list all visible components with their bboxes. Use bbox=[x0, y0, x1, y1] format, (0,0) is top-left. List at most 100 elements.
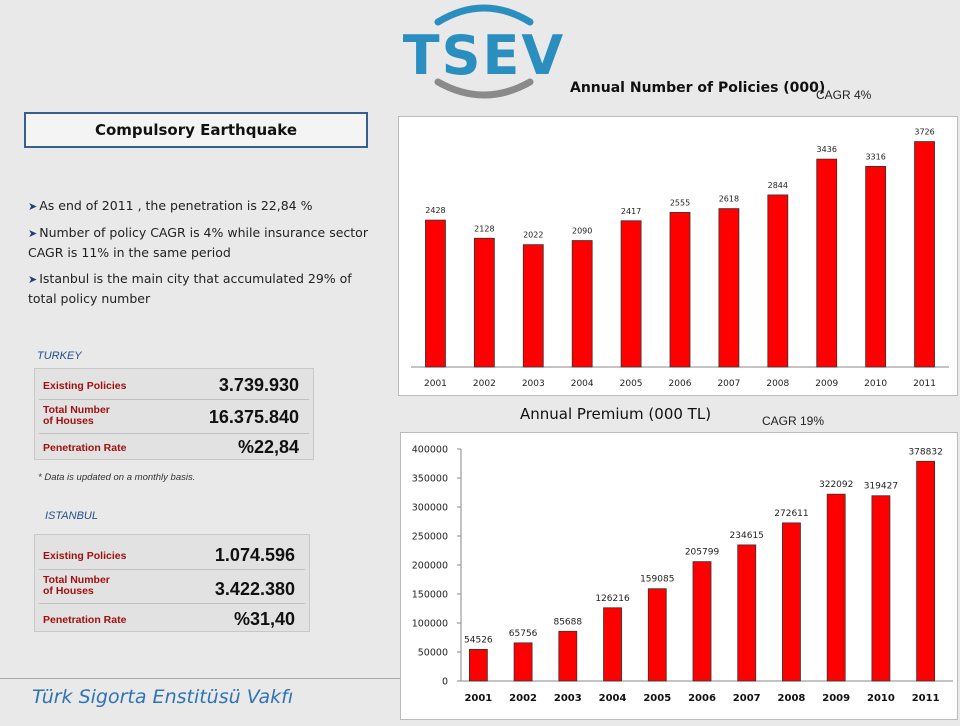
istanbul-label: ISTANBUL bbox=[45, 510, 98, 522]
bar-2003 bbox=[522, 244, 544, 368]
bullet-text: Istanbul is the main city that accumulat… bbox=[28, 271, 352, 306]
data-label: 205799 bbox=[685, 548, 720, 558]
x-tick-label: 2010 bbox=[867, 693, 895, 704]
x-tick-label: 2002 bbox=[509, 693, 537, 704]
x-tick-label: 2008 bbox=[766, 379, 789, 389]
x-tick-label: 2008 bbox=[778, 693, 806, 704]
policies-chart-svg: 2428 2001 2128 2002 2022 2003 2090 2004 2417 2005… bbox=[411, 128, 949, 389]
bar-2006 bbox=[669, 212, 691, 368]
x-tick-label: 2010 bbox=[864, 379, 887, 389]
stat-row: Penetration Rate %31,40 bbox=[35, 605, 309, 631]
x-tick-label: 2001 bbox=[424, 379, 447, 389]
y-tick-label: 100000 bbox=[412, 619, 448, 630]
x-tick-label: 2007 bbox=[717, 379, 740, 389]
chart1-cagr-annotation: CAGR 4% bbox=[816, 88, 872, 102]
footer-divider bbox=[0, 678, 400, 679]
logo-text: TSEV bbox=[403, 24, 565, 87]
x-tick-label: 2003 bbox=[522, 379, 545, 389]
turkey-stats-table: Existing Policies 3.739.930 Total Number… bbox=[34, 368, 314, 460]
x-tick-label: 2002 bbox=[473, 379, 496, 389]
bullet-item: ➤ Istanbul is the main city that accumula… bbox=[28, 269, 368, 308]
bar-2002 bbox=[473, 237, 495, 368]
bullet-list: ➤ As end of 2011 , the penetration is 22,… bbox=[28, 196, 368, 315]
stat-name: Penetration Rate bbox=[43, 442, 127, 454]
x-tick-label: 2001 bbox=[464, 693, 492, 704]
data-label: 159085 bbox=[640, 575, 674, 585]
data-label: 126216 bbox=[595, 594, 630, 604]
bar-2004 bbox=[603, 607, 622, 682]
data-label: 272611 bbox=[774, 509, 808, 519]
chart1-title: Annual Number of Policies (000) bbox=[570, 80, 826, 96]
data-label: 54526 bbox=[464, 635, 493, 645]
data-label: 319427 bbox=[864, 482, 898, 492]
data-label: 2417 bbox=[621, 207, 641, 216]
stat-value: %22,84 bbox=[237, 437, 299, 457]
policies-chart: 2428 2001 2128 2002 2022 2003 2090 2004 2417 2005… bbox=[398, 116, 958, 396]
y-tick-label: 250000 bbox=[412, 532, 448, 543]
stat-name: Total Number of Houses bbox=[43, 404, 110, 427]
data-label: 65756 bbox=[509, 629, 538, 639]
istanbul-stats-table: Existing Policies 1.074.596 Total Number… bbox=[34, 534, 310, 632]
bar-2005 bbox=[647, 588, 667, 682]
stat-row: Existing Policies 1.074.596 bbox=[35, 541, 309, 569]
data-label: 234615 bbox=[730, 531, 764, 541]
bar-2001 bbox=[425, 219, 446, 368]
tsev-logo: TSEV bbox=[398, 0, 570, 104]
x-tick-label: 2006 bbox=[688, 693, 716, 704]
bullet-text: Number of policy CAGR is 4% while insura… bbox=[28, 225, 368, 260]
arrow-bullet-icon: ➤ bbox=[28, 227, 38, 240]
y-tick-label: 150000 bbox=[412, 590, 448, 601]
bar-2008 bbox=[782, 522, 801, 682]
stat-row: Total Number of Houses 16.375.840 bbox=[35, 401, 313, 431]
row-divider bbox=[39, 603, 305, 604]
bar-2001 bbox=[468, 648, 488, 682]
stat-name: Existing Policies bbox=[43, 550, 127, 562]
bar-2010 bbox=[871, 495, 891, 682]
x-tick-label: 2011 bbox=[912, 693, 940, 704]
chart2-cagr-annotation: CAGR 19% bbox=[762, 414, 825, 428]
x-tick-label: 2004 bbox=[571, 379, 594, 389]
data-label: 2618 bbox=[719, 195, 739, 204]
x-tick-label: 2006 bbox=[669, 379, 692, 389]
data-label: 2128 bbox=[474, 224, 494, 233]
x-tick-label: 2005 bbox=[620, 379, 643, 389]
bar-2006 bbox=[692, 561, 712, 682]
bar-2007 bbox=[718, 208, 740, 368]
stat-value: 3.422.380 bbox=[214, 579, 295, 599]
y-tick-label: 300000 bbox=[412, 503, 448, 514]
y-tick-label: 200000 bbox=[412, 561, 448, 572]
topic-title-box: Compulsory Earthquake bbox=[24, 112, 368, 148]
stat-row: Existing Policies 3.739.930 bbox=[35, 373, 313, 399]
stat-row: Penetration Rate %22,84 bbox=[35, 435, 313, 459]
row-divider bbox=[39, 433, 309, 434]
stat-value: 3.739.930 bbox=[218, 375, 299, 395]
data-label: 2428 bbox=[425, 206, 445, 215]
stat-value: 16.375.840 bbox=[208, 407, 299, 427]
data-label: 3316 bbox=[865, 152, 885, 161]
bar-2007 bbox=[737, 544, 757, 682]
data-label: 2844 bbox=[768, 181, 788, 190]
stat-value: 1.074.596 bbox=[214, 545, 295, 565]
arrow-bullet-icon: ➤ bbox=[28, 273, 38, 286]
y-tick-label: 50000 bbox=[418, 648, 448, 659]
data-label: 322092 bbox=[819, 480, 853, 490]
stat-name: Total Number of Houses bbox=[43, 574, 110, 597]
bar-2008 bbox=[767, 194, 789, 368]
data-label: 85688 bbox=[553, 617, 582, 627]
data-label: 3436 bbox=[817, 145, 837, 154]
bullet-text: As end of 2011 , the penetration is 22,8… bbox=[39, 198, 313, 213]
x-tick-label: 2009 bbox=[815, 379, 838, 389]
footer-organization-name: Türk Sigorta Enstitüsü Vakfı bbox=[32, 686, 294, 708]
data-label: 2090 bbox=[572, 227, 592, 236]
footnote: * Data is updated on a monthly basis. bbox=[38, 472, 196, 483]
y-tick-label: 350000 bbox=[412, 474, 448, 485]
x-tick-label: 2007 bbox=[733, 693, 761, 704]
bar-2009 bbox=[826, 493, 846, 682]
premium-chart: 0 50000 100000 150000 200000 250000 300000 3500… bbox=[400, 432, 958, 720]
data-label: 2022 bbox=[523, 231, 543, 240]
bar-2011 bbox=[914, 141, 935, 368]
bar-2002 bbox=[513, 642, 533, 682]
y-tick-label: 400000 bbox=[412, 445, 448, 456]
chart2-title: Annual Premium (000 TL) bbox=[520, 405, 712, 423]
x-tick-label: 2005 bbox=[643, 693, 671, 704]
